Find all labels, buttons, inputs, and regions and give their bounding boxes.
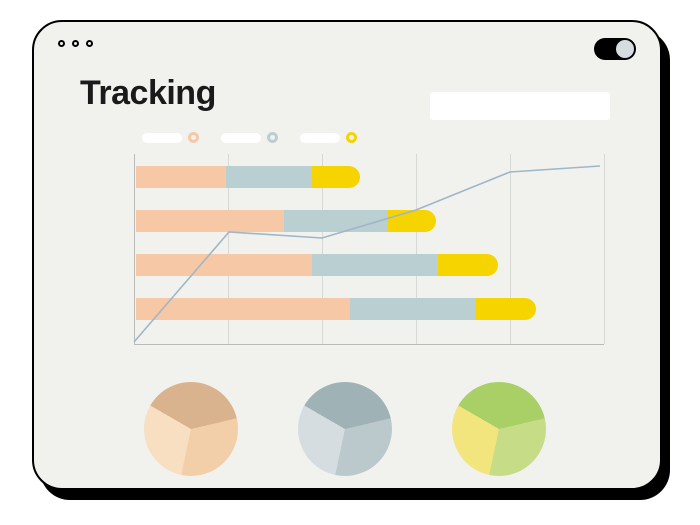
toggle-knob-icon [616,40,634,58]
gridline-v [604,154,605,344]
app-card: Tracking [32,20,662,490]
window-dot-icon [86,40,93,47]
legend-pill [300,133,340,143]
pie-chart [298,382,392,476]
legend-pill [142,133,182,143]
window-dot-icon [58,40,65,47]
x-axis [134,344,604,345]
trend-line [134,154,604,344]
trend-polyline [134,166,600,342]
legend-item [142,132,199,143]
page-title: Tracking [80,74,216,113]
pie-chart [144,382,238,476]
legend-ring-icon [346,132,357,143]
search-input[interactable] [430,92,610,120]
legend-ring-icon [267,132,278,143]
chart-legend [142,132,357,143]
legend-item [300,132,357,143]
main-chart [114,132,614,352]
legend-pill [221,133,261,143]
theme-toggle[interactable] [594,38,636,60]
pie-chart [452,382,546,476]
pie-row [144,382,546,476]
window-controls [58,40,93,47]
legend-item [221,132,278,143]
window-dot-icon [72,40,79,47]
legend-ring-icon [188,132,199,143]
